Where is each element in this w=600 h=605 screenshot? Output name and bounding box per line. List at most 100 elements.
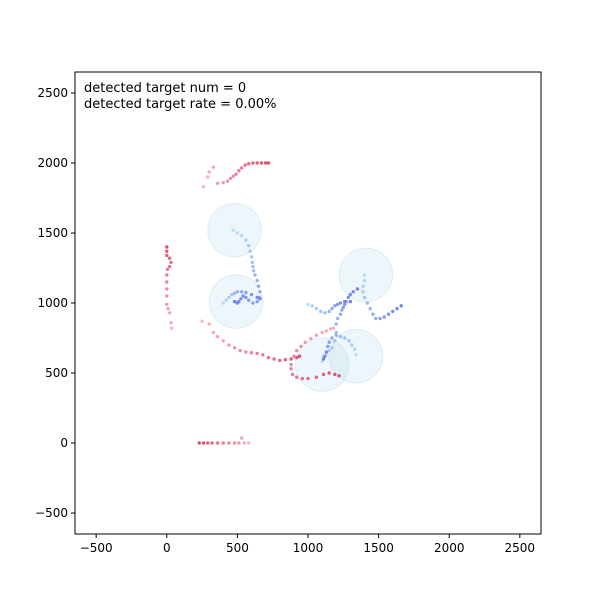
target-track-point <box>170 326 174 330</box>
target-track-point <box>320 330 324 335</box>
sensor-track-point <box>327 340 331 344</box>
sensor-track-point <box>258 297 262 301</box>
sensor-track-point <box>231 228 235 232</box>
target-track-point <box>289 357 293 361</box>
x-tick-label: 2500 <box>505 541 536 555</box>
target-track-point <box>259 161 264 165</box>
target-track-point <box>167 311 172 315</box>
sensor-track-point <box>362 273 367 277</box>
sensor-track-point <box>323 354 327 358</box>
target-track-point <box>207 170 211 174</box>
target-track-point <box>165 249 169 253</box>
sensor-track-point <box>314 306 319 311</box>
target-track-point <box>165 245 169 249</box>
x-tick-label: 0 <box>163 541 171 555</box>
sensor-track-point <box>335 302 340 307</box>
target-track-point <box>232 441 237 445</box>
sensor-track-point <box>235 231 240 235</box>
sensor-track-point <box>333 304 337 308</box>
sensor-track-point <box>249 292 254 297</box>
sensor-track-point <box>330 306 334 311</box>
sensor-track-point <box>368 306 372 311</box>
sensor-track-point <box>327 309 331 314</box>
sensor-track-point <box>348 292 353 297</box>
target-track-point <box>221 441 225 445</box>
sensor-track-point <box>362 278 367 283</box>
sensor-track-point <box>350 343 354 347</box>
sensor-track-point <box>251 264 255 269</box>
detected-target-count-text: detected target num = 0 <box>84 81 246 96</box>
sensor-track-point <box>244 295 248 300</box>
target-track-point <box>295 348 299 353</box>
sensor-track-point <box>343 299 347 304</box>
target-track-point <box>238 348 242 353</box>
target-track-point <box>242 441 247 445</box>
sensor-track-point <box>330 336 334 340</box>
target-track-point <box>228 176 233 181</box>
sensor-track-point <box>362 295 367 300</box>
target-track-point <box>306 376 310 381</box>
target-track-point <box>333 372 337 377</box>
sensor-track-point <box>251 269 256 273</box>
y-tick-label: 2500 <box>37 86 68 100</box>
target-track-point <box>337 374 341 378</box>
target-track-point <box>169 320 173 325</box>
target-track-point <box>201 441 206 445</box>
target-track-point <box>261 353 265 357</box>
target-track-point <box>221 180 225 185</box>
target-track-point <box>167 264 172 269</box>
target-track-point <box>227 441 231 445</box>
sensor-track-point <box>382 315 386 319</box>
sensor-track-point <box>258 290 262 294</box>
target-track-point <box>165 280 169 284</box>
target-track-point <box>165 294 169 298</box>
sensor-track-point <box>341 305 346 309</box>
sensor-track-point <box>256 284 261 288</box>
target-track-point <box>215 181 220 185</box>
sensor-track-layer <box>221 228 403 364</box>
sensor-track-point <box>326 344 330 349</box>
sensor-track-point <box>334 322 338 326</box>
sensor-track-point <box>355 287 360 291</box>
y-axis: −500 0 500 1000 1500 2000 2500 <box>35 86 75 520</box>
target-track-point <box>255 161 259 165</box>
sensor-track-point <box>244 238 248 242</box>
sensor-track-point <box>239 297 243 301</box>
sensor-track-point <box>324 350 329 354</box>
sensor-track-point <box>227 295 231 300</box>
sensor-track-point <box>330 346 334 350</box>
target-track-point <box>211 165 216 169</box>
sensor-track-point <box>338 301 343 305</box>
target-track-point <box>232 346 237 350</box>
sensor-track-point <box>351 290 355 294</box>
sensor-track-point <box>352 347 357 351</box>
target-track-point <box>292 354 296 358</box>
sensor-track-point <box>230 292 234 297</box>
sensor-track-point <box>361 284 365 288</box>
target-track-point <box>197 441 201 445</box>
x-tick-label: 500 <box>226 541 249 555</box>
x-axis: −500 0 500 1000 1500 2000 2500 <box>80 534 535 555</box>
target-track-point <box>324 329 329 333</box>
target-track-point <box>237 169 241 173</box>
sensor-track-point <box>246 298 251 302</box>
sensor-track-point <box>253 273 257 277</box>
sensor-track-point <box>395 306 399 311</box>
sensor-track-point <box>235 290 240 294</box>
target-track-point <box>303 340 307 344</box>
target-track-point <box>227 343 231 347</box>
target-track-point <box>210 441 214 445</box>
sensor-track-point <box>361 290 365 294</box>
sensor-track-point <box>224 298 228 302</box>
target-track-point <box>328 327 333 331</box>
target-track-point <box>283 358 288 362</box>
target-track-point <box>290 372 295 377</box>
sensor-track-point <box>250 260 254 265</box>
target-track-point <box>314 333 319 337</box>
sensor-track-point <box>347 339 351 343</box>
target-track-point <box>165 302 169 307</box>
target-track-point <box>327 371 331 375</box>
sensor-track-point <box>248 249 252 253</box>
target-track-point <box>246 162 251 166</box>
